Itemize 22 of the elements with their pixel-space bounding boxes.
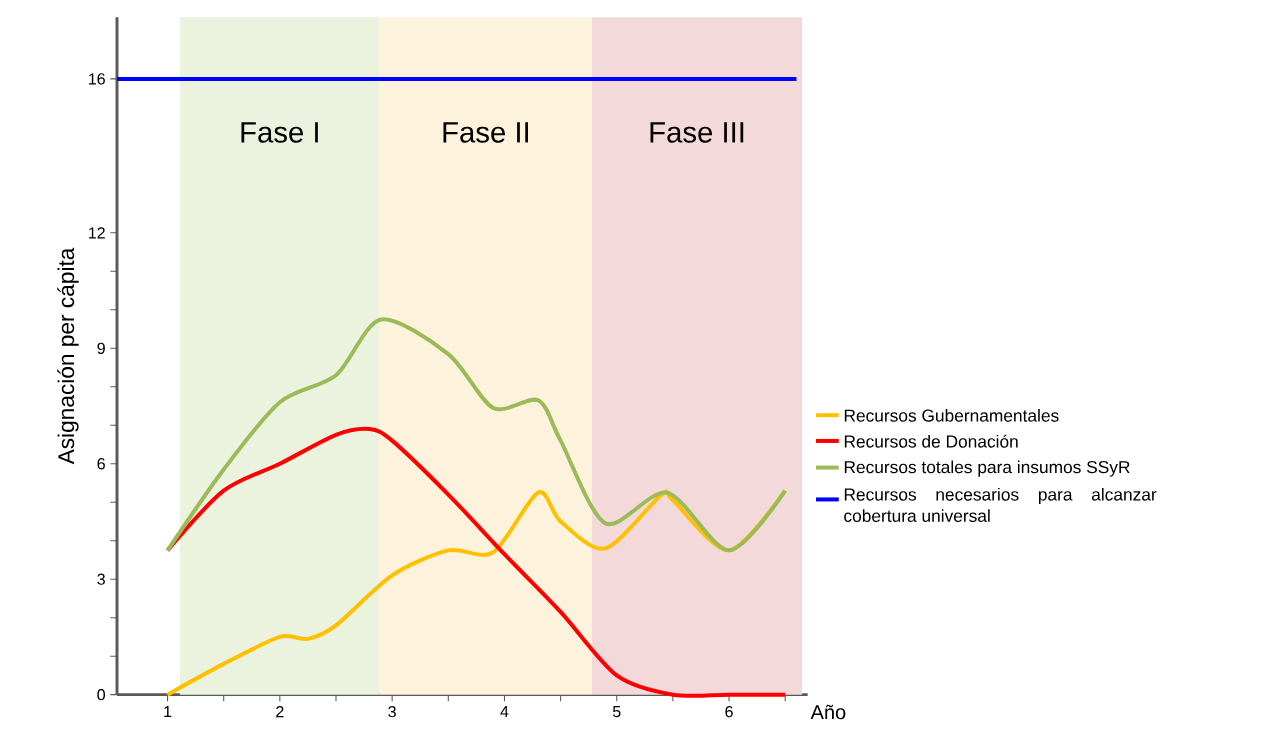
y-tick-label: 0 xyxy=(97,689,106,701)
y-tick-label: 12 xyxy=(89,227,105,239)
x-tick-label: 3 xyxy=(388,706,396,718)
line-series xyxy=(165,317,788,553)
legend-label: Recursos de Donación xyxy=(844,434,1018,448)
legend-label: Recursos totales para insumos SSyR xyxy=(844,460,1130,477)
y-tick-label: 9 xyxy=(97,342,105,355)
legend-label: Recursos Gubernamentales xyxy=(844,409,1059,422)
band-label: Fase II xyxy=(443,122,529,143)
y-tick-label: 3 xyxy=(97,573,105,586)
y-tick-label: 16 xyxy=(89,73,105,85)
x-tick-label: 2 xyxy=(276,706,284,718)
x-tick-label: 1 xyxy=(164,706,172,718)
x-tick-label: 6 xyxy=(725,706,733,718)
band-label: Fase I xyxy=(241,122,318,143)
x-tick-label: 5 xyxy=(612,706,621,718)
legend-label: Recursos necesarios para alcanzar cobertura universal xyxy=(844,488,1157,523)
x-axis-title: Año xyxy=(810,704,846,720)
band-label: Fase III xyxy=(650,122,744,143)
y-axis-title: Asignación per cápita xyxy=(57,247,79,465)
y-tick-label: 6 xyxy=(97,458,105,470)
x-tick-label: 4 xyxy=(500,706,509,718)
